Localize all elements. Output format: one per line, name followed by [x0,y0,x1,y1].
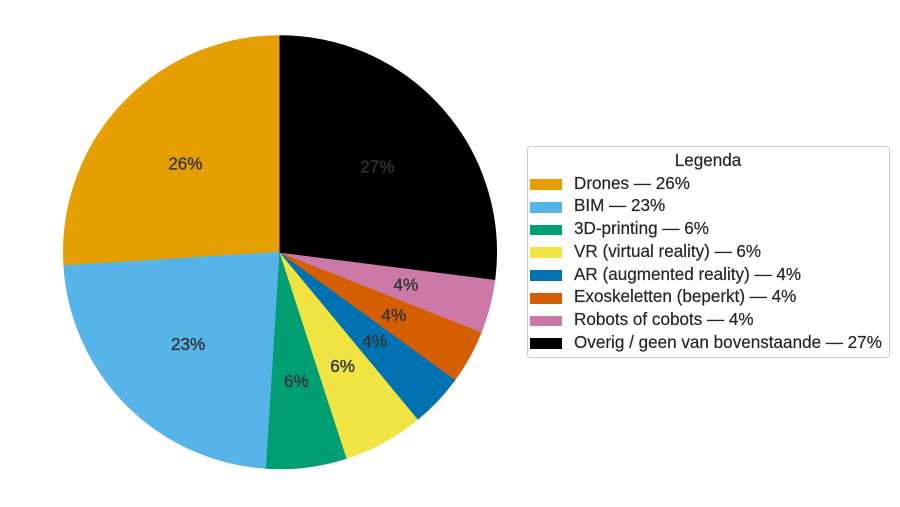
svg-text:26%: 26% [168,154,202,173]
svg-text:4%: 4% [362,332,387,351]
svg-text:4%: 4% [393,276,418,295]
svg-text:23%: 23% [171,335,205,354]
svg-text:6%: 6% [284,372,309,391]
svg-text:27%: 27% [360,157,394,176]
svg-text:6%: 6% [330,357,355,376]
svg-text:4%: 4% [381,306,406,325]
